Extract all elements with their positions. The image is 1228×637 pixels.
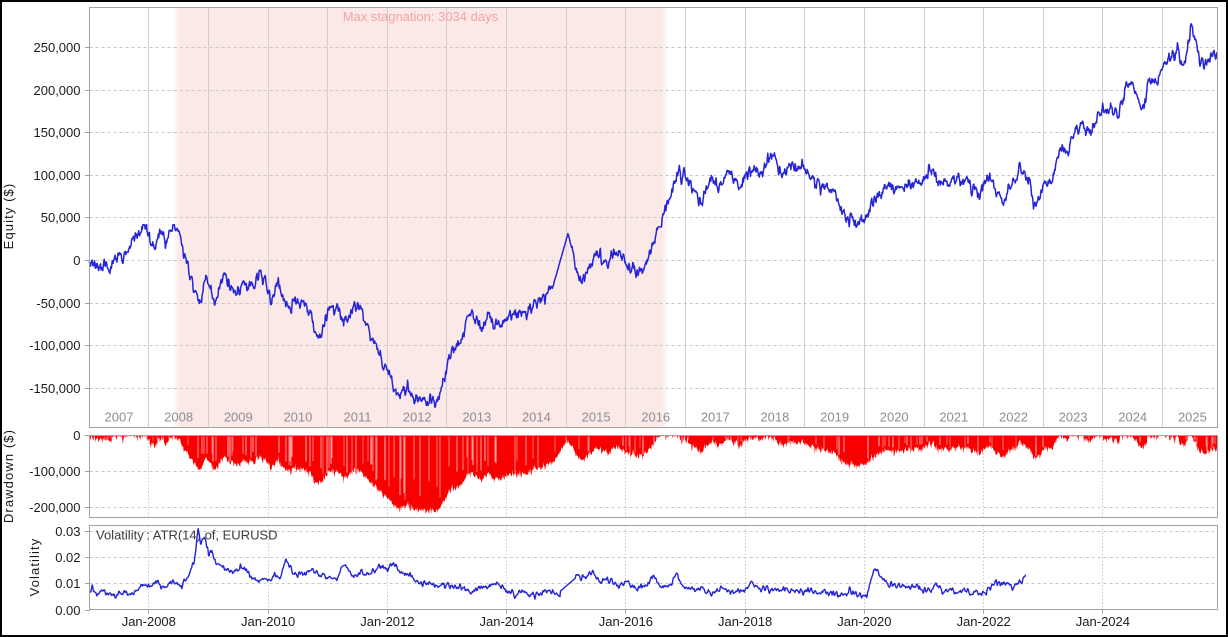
svg-text:2013: 2013 [462, 410, 491, 425]
svg-text:100,000: 100,000 [34, 168, 81, 183]
svg-text:2022: 2022 [999, 410, 1028, 425]
svg-text:Max stagnation: 3034 days: Max stagnation: 3034 days [343, 9, 499, 24]
svg-text:2009: 2009 [224, 410, 253, 425]
svg-text:Jan-2020: Jan-2020 [837, 614, 891, 629]
svg-text:2020: 2020 [880, 410, 909, 425]
svg-text:-100,000: -100,000 [29, 338, 80, 353]
svg-text:2011: 2011 [344, 410, 372, 425]
svg-text:50,000: 50,000 [41, 210, 81, 225]
svg-text:-100,000: -100,000 [29, 464, 80, 479]
svg-text:Jan-2024: Jan-2024 [1076, 614, 1130, 629]
svg-text:0.00: 0.00 [55, 603, 80, 618]
svg-text:-200,000: -200,000 [29, 500, 80, 515]
svg-text:Jan-2022: Jan-2022 [957, 614, 1011, 629]
svg-text:2024: 2024 [1118, 410, 1147, 425]
svg-text:200,000: 200,000 [34, 83, 81, 98]
svg-text:Equity ($): Equity ($) [2, 183, 16, 250]
svg-text:0.01: 0.01 [55, 576, 80, 591]
svg-text:2017: 2017 [701, 410, 730, 425]
svg-text:-150,000: -150,000 [29, 381, 80, 396]
svg-text:Volatility: Volatility [27, 538, 42, 597]
svg-text:0: 0 [73, 428, 80, 443]
svg-text:2008: 2008 [164, 410, 193, 425]
svg-text:2023: 2023 [1059, 410, 1088, 425]
svg-text:2015: 2015 [582, 410, 611, 425]
svg-text:2018: 2018 [760, 410, 789, 425]
svg-text:150,000: 150,000 [34, 125, 81, 140]
svg-text:0.03: 0.03 [55, 524, 80, 539]
svg-text:Volatility : ATR(14) of, EURUS: Volatility : ATR(14) of, EURUSD [96, 528, 278, 543]
svg-text:Jan-2018: Jan-2018 [718, 614, 772, 629]
svg-text:0: 0 [73, 253, 80, 268]
svg-text:0.02: 0.02 [55, 550, 80, 565]
svg-text:Jan-2014: Jan-2014 [479, 614, 533, 629]
svg-text:2021: 2021 [939, 410, 968, 425]
svg-text:Jan-2016: Jan-2016 [599, 614, 653, 629]
svg-text:2019: 2019 [820, 410, 849, 425]
svg-text:2016: 2016 [641, 410, 670, 425]
svg-text:Jan-2010: Jan-2010 [241, 614, 295, 629]
svg-text:Drawdown ($): Drawdown ($) [2, 429, 16, 523]
svg-text:Jan-2012: Jan-2012 [360, 614, 414, 629]
svg-text:2007: 2007 [105, 410, 134, 425]
svg-text:-50,000: -50,000 [36, 296, 80, 311]
svg-text:2012: 2012 [403, 410, 432, 425]
svg-text:2014: 2014 [522, 410, 551, 425]
svg-text:2010: 2010 [283, 410, 312, 425]
svg-text:250,000: 250,000 [34, 40, 81, 55]
svg-text:2025: 2025 [1178, 410, 1207, 425]
svg-text:Jan-2008: Jan-2008 [122, 614, 176, 629]
